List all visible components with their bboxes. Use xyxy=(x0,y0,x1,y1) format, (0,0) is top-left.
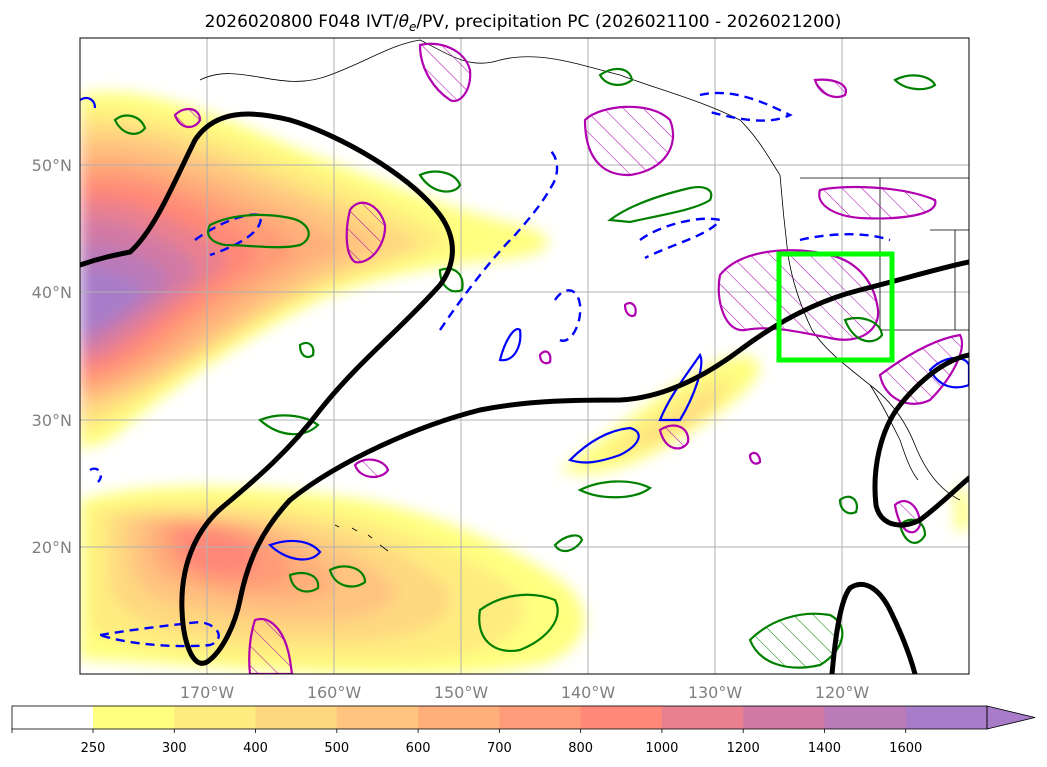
pv-region-west-coast xyxy=(717,249,880,341)
pv-region-small5 xyxy=(173,107,202,128)
theta-dashed-1 xyxy=(439,149,559,331)
precip-4 xyxy=(478,593,559,653)
precip-16 xyxy=(298,341,315,359)
colorbar-tick-label: 600 xyxy=(406,741,431,756)
theta-dashed-2 xyxy=(554,289,582,342)
theta-solid-1 xyxy=(567,426,640,464)
lon-tick-label: 130°W xyxy=(688,683,743,702)
colorbar-segment xyxy=(905,706,988,729)
colorbar-tick-label: 300 xyxy=(162,741,187,756)
lat-tick-label: 20°N xyxy=(32,538,72,557)
precip-contours xyxy=(113,67,937,669)
lon-tick-label: 170°W xyxy=(180,683,235,702)
precip-11 xyxy=(553,534,584,553)
pv-region-ne xyxy=(818,185,937,220)
colorbar-segment xyxy=(499,706,582,729)
colorbar-segment xyxy=(743,706,825,729)
colorbar-tick-label: 1600 xyxy=(889,741,922,756)
precip-3 xyxy=(418,170,462,193)
colorbar-segment xyxy=(418,706,500,729)
precip-5 xyxy=(748,612,844,669)
colorbar-tick-label: 1400 xyxy=(808,741,841,756)
theta-solid-2 xyxy=(498,327,522,362)
precip-2 xyxy=(607,186,713,224)
pv-region-north2 xyxy=(418,42,472,103)
colorbar-segment xyxy=(661,706,744,729)
pv-region-jet xyxy=(345,201,387,264)
colorbar-segment xyxy=(580,706,663,729)
baja xyxy=(869,384,919,481)
lat-tick-label: 50°N xyxy=(32,156,72,175)
colorbar-tick-label: 800 xyxy=(568,741,593,756)
lat-tick-labels: 20°N 30°N 40°N 50°N xyxy=(32,156,72,557)
precip-18 xyxy=(838,495,858,515)
hawaii xyxy=(334,524,389,552)
colorbar-tick-label: 250 xyxy=(81,741,106,756)
black-contour-se xyxy=(872,352,969,528)
theta-dashed-4 xyxy=(699,91,793,122)
pv-region-small2 xyxy=(353,458,390,478)
precip-14 xyxy=(598,67,634,86)
precip-1 xyxy=(207,213,310,249)
precip-9 xyxy=(257,414,320,436)
colorbar-below-segment xyxy=(12,706,93,729)
precip-13 xyxy=(113,114,147,135)
chart-title: 2026020800 F048 IVT/θe/PV, precipitation… xyxy=(205,12,842,34)
lat-tick-label: 40°N xyxy=(32,283,72,302)
pv-region-small6 xyxy=(538,301,762,465)
theta-solid-6 xyxy=(80,96,97,109)
black-contour-main xyxy=(80,111,969,666)
colorbar: 250 300 400 500 600 700 800 1000 1200 1400 1600 xyxy=(11,705,1036,756)
pv-region-small4 xyxy=(813,78,848,98)
highlight-box xyxy=(776,251,895,363)
colorbar-segment xyxy=(824,706,907,729)
pv-region-sw xyxy=(248,617,294,674)
theta-e-solid xyxy=(80,96,969,561)
lon-tick-label: 120°W xyxy=(815,683,870,702)
theta-dashed-7 xyxy=(799,233,891,242)
ivt-coast-300 xyxy=(600,377,734,459)
pv-region-north xyxy=(583,105,675,177)
precip-7 xyxy=(288,571,320,593)
theta-solid-5 xyxy=(658,352,703,422)
precip-12 xyxy=(898,518,927,544)
lon-tick-label: 160°W xyxy=(307,683,362,702)
theta-dashed-5 xyxy=(99,620,220,648)
colorbar-extend-arrow xyxy=(986,705,1036,730)
colorbar-tick-label: 1000 xyxy=(645,741,678,756)
precip-6 xyxy=(843,317,884,343)
precip-15 xyxy=(893,74,937,91)
precip-8 xyxy=(328,565,367,588)
colorbar-tick-label: 700 xyxy=(487,741,512,756)
lon-tick-labels: 170°W 160°W 150°W 140°W 130°W 120°W xyxy=(180,683,870,702)
black-contours xyxy=(80,111,969,674)
colorbar-segment xyxy=(174,706,257,729)
colorbar-tick-label: 1200 xyxy=(727,741,760,756)
colorbar-segments xyxy=(93,706,988,729)
colorbar-segment xyxy=(336,706,419,729)
precip-17 xyxy=(577,480,653,499)
colorbar-labels: 250 300 400 500 600 700 800 1000 1200 1400 1600 xyxy=(81,729,922,756)
lon-tick-label: 150°W xyxy=(434,683,489,702)
gridlines xyxy=(80,38,969,674)
theta-dashed-8 xyxy=(89,467,103,483)
map-frame xyxy=(79,37,970,675)
alaska-coast xyxy=(199,39,781,176)
ivt-1600 xyxy=(80,269,141,333)
pv-region-small1 xyxy=(658,424,690,450)
colorbar-tick-label: 400 xyxy=(243,741,268,756)
black-contour-s xyxy=(829,581,918,674)
colorbar-segment xyxy=(255,706,338,729)
theta-solid-3 xyxy=(267,539,322,561)
theta-dashed-3 xyxy=(639,217,722,260)
colorbar-tick-label: 500 xyxy=(324,741,349,756)
lon-tick-label: 140°W xyxy=(561,683,616,702)
lat-tick-label: 30°N xyxy=(32,411,72,430)
colorbar-segment xyxy=(93,706,175,729)
theta-solid-4 xyxy=(928,357,969,389)
ivt-edge-250 xyxy=(955,487,969,530)
